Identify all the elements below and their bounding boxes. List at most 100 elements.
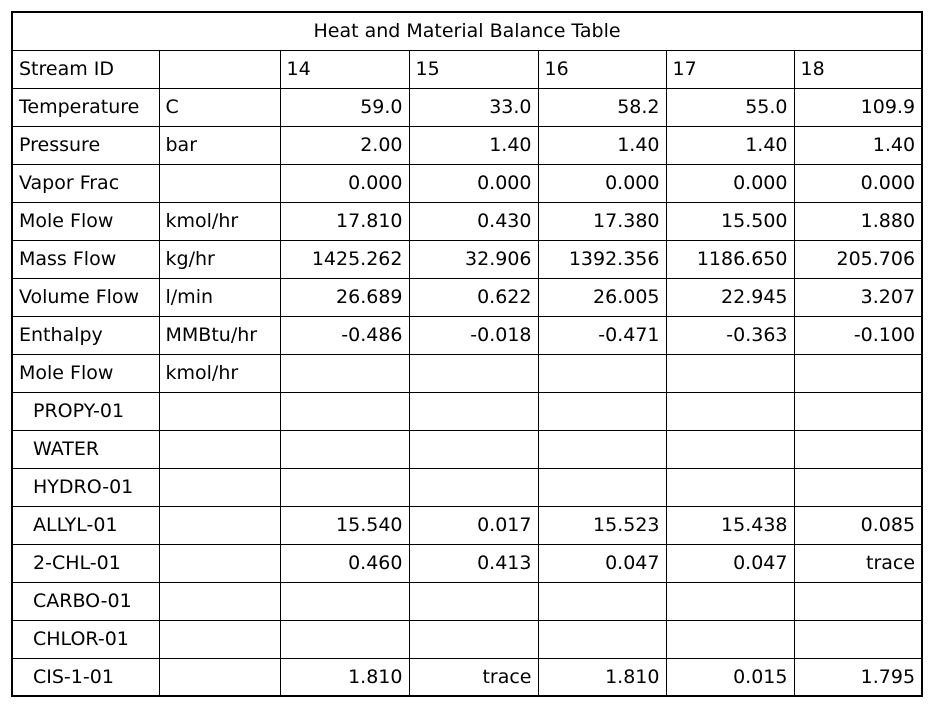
- value-cell-stream-18: [793, 353, 924, 393]
- value-cell-stream-14: 59.0: [279, 87, 410, 127]
- row-label-cell: Vapor Frac: [11, 163, 160, 203]
- table-row: Enthalpy MMBtu/hr -0.486 -0.018 -0.471 -0.363…: [11, 315, 924, 355]
- value-cell-stream-15: -0.018: [408, 315, 539, 355]
- table-row: CIS-1-01 1.810 trace 1.810 0.015 1.795: [11, 657, 924, 697]
- value-cell-stream-14: 26.689: [279, 277, 410, 317]
- value-cell-stream-15: [408, 581, 539, 621]
- value-cell-stream-14: [279, 581, 410, 621]
- value-cell-stream-16: -0.471: [537, 315, 667, 355]
- stream-header-18: 18: [793, 49, 924, 89]
- value-cell-stream-14: [279, 467, 410, 507]
- stream-header-17: 17: [665, 49, 795, 89]
- value-cell-stream-16: [537, 391, 667, 431]
- value-cell-stream-17: [665, 429, 795, 469]
- value-cell-stream-17: 1186.650: [665, 239, 795, 279]
- value-cell-stream-15: [408, 391, 539, 431]
- row-label-cell: Volume Flow: [11, 277, 160, 317]
- value-cell-stream-16: 1392.356: [537, 239, 667, 279]
- value-cell-stream-15: 0.000: [408, 163, 539, 203]
- row-unit-cell: [158, 619, 281, 659]
- row-unit-cell: [158, 467, 281, 507]
- value-cell-stream-16: 1.40: [537, 125, 667, 165]
- table-row: PROPY-01: [11, 391, 924, 431]
- value-cell-stream-18: 1.40: [793, 125, 924, 165]
- value-cell-stream-18: [793, 467, 924, 507]
- component-name-cell: HYDRO-01: [11, 467, 160, 507]
- value-cell-stream-17: 55.0: [665, 87, 795, 127]
- table-row: CARBO-01: [11, 581, 924, 621]
- row-label-cell: Pressure: [11, 125, 160, 165]
- value-cell-stream-18: [793, 581, 924, 621]
- value-cell-stream-17: 1.40: [665, 125, 795, 165]
- row-unit-cell: [158, 429, 281, 469]
- value-cell-stream-16: 0.000: [537, 163, 667, 203]
- row-unit-cell: C: [158, 87, 281, 127]
- table-row: Volume Flow l/min 26.689 0.622 26.005 22.945 3…: [11, 277, 924, 317]
- row-unit-cell: [158, 657, 281, 697]
- value-cell-stream-14: 0.460: [279, 543, 410, 583]
- row-label-cell: Temperature: [11, 87, 160, 127]
- value-cell-stream-18: [793, 429, 924, 469]
- component-name-cell: 2-CHL-01: [11, 543, 160, 583]
- row-unit-cell: MMBtu/hr: [158, 315, 281, 355]
- row-label-cell: Enthalpy: [11, 315, 160, 355]
- table-row: HYDRO-01: [11, 467, 924, 507]
- value-cell-stream-14: 17.810: [279, 201, 410, 241]
- table-row: Temperature C 59.0 33.0 58.2 55.0 109.9: [11, 87, 924, 127]
- value-cell-stream-17: 22.945: [665, 277, 795, 317]
- table-body: Temperature C 59.0 33.0 58.2 55.0 109.9 Pressur…: [11, 87, 924, 697]
- value-cell-stream-17: [665, 619, 795, 659]
- value-cell-stream-16: [537, 429, 667, 469]
- row-unit-cell: kmol/hr: [158, 353, 281, 393]
- value-cell-stream-18: 1.795: [793, 657, 924, 697]
- value-cell-stream-16: [537, 619, 667, 659]
- value-cell-stream-14: [279, 429, 410, 469]
- hmb-table-container: Heat and Material Balance Table Stream I…: [10, 11, 924, 697]
- value-cell-stream-15: 0.017: [408, 505, 539, 545]
- value-cell-stream-15: 0.413: [408, 543, 539, 583]
- table-row: 2-CHL-01 0.460 0.413 0.047 0.047 trace: [11, 543, 924, 583]
- value-cell-stream-18: 1.880: [793, 201, 924, 241]
- value-cell-stream-14: 0.000: [279, 163, 410, 203]
- value-cell-stream-18: 3.207: [793, 277, 924, 317]
- row-unit-cell: kg/hr: [158, 239, 281, 279]
- value-cell-stream-17: [665, 353, 795, 393]
- value-cell-stream-15: [408, 429, 539, 469]
- value-cell-stream-16: [537, 467, 667, 507]
- table-row: CHLOR-01: [11, 619, 924, 659]
- value-cell-stream-14: [279, 353, 410, 393]
- stream-header-16: 16: [537, 49, 667, 89]
- row-unit-cell: kmol/hr: [158, 201, 281, 241]
- value-cell-stream-17: 0.015: [665, 657, 795, 697]
- table-row: Mass Flow kg/hr 1425.262 32.906 1392.356 1186…: [11, 239, 924, 279]
- row-label-cell: Mole Flow: [11, 353, 160, 393]
- value-cell-stream-17: [665, 467, 795, 507]
- value-cell-stream-16: 1.810: [537, 657, 667, 697]
- value-cell-stream-15: [408, 619, 539, 659]
- value-cell-stream-15: 33.0: [408, 87, 539, 127]
- value-cell-stream-15: 0.622: [408, 277, 539, 317]
- value-cell-stream-17: [665, 391, 795, 431]
- value-cell-stream-15: trace: [408, 657, 539, 697]
- component-name-cell: PROPY-01: [11, 391, 160, 431]
- row-unit-cell: [158, 581, 281, 621]
- stream-id-row: Stream ID 14 15 16 17 18: [11, 49, 924, 89]
- row-unit-cell: [158, 505, 281, 545]
- value-cell-stream-17: 0.047: [665, 543, 795, 583]
- value-cell-stream-18: 0.000: [793, 163, 924, 203]
- value-cell-stream-16: 26.005: [537, 277, 667, 317]
- value-cell-stream-18: -0.100: [793, 315, 924, 355]
- row-unit-cell: bar: [158, 125, 281, 165]
- value-cell-stream-18: 0.085: [793, 505, 924, 545]
- value-cell-stream-17: 15.500: [665, 201, 795, 241]
- value-cell-stream-18: trace: [793, 543, 924, 583]
- value-cell-stream-17: 0.000: [665, 163, 795, 203]
- component-name-cell: WATER: [11, 429, 160, 469]
- title-row: Heat and Material Balance Table: [10, 11, 924, 51]
- value-cell-stream-18: 205.706: [793, 239, 924, 279]
- row-unit-cell: [158, 543, 281, 583]
- value-cell-stream-14: -0.486: [279, 315, 410, 355]
- stream-id-label: Stream ID: [11, 49, 160, 89]
- value-cell-stream-16: 0.047: [537, 543, 667, 583]
- table-row: ALLYL-01 15.540 0.017 15.523 15.438 0.085: [11, 505, 924, 545]
